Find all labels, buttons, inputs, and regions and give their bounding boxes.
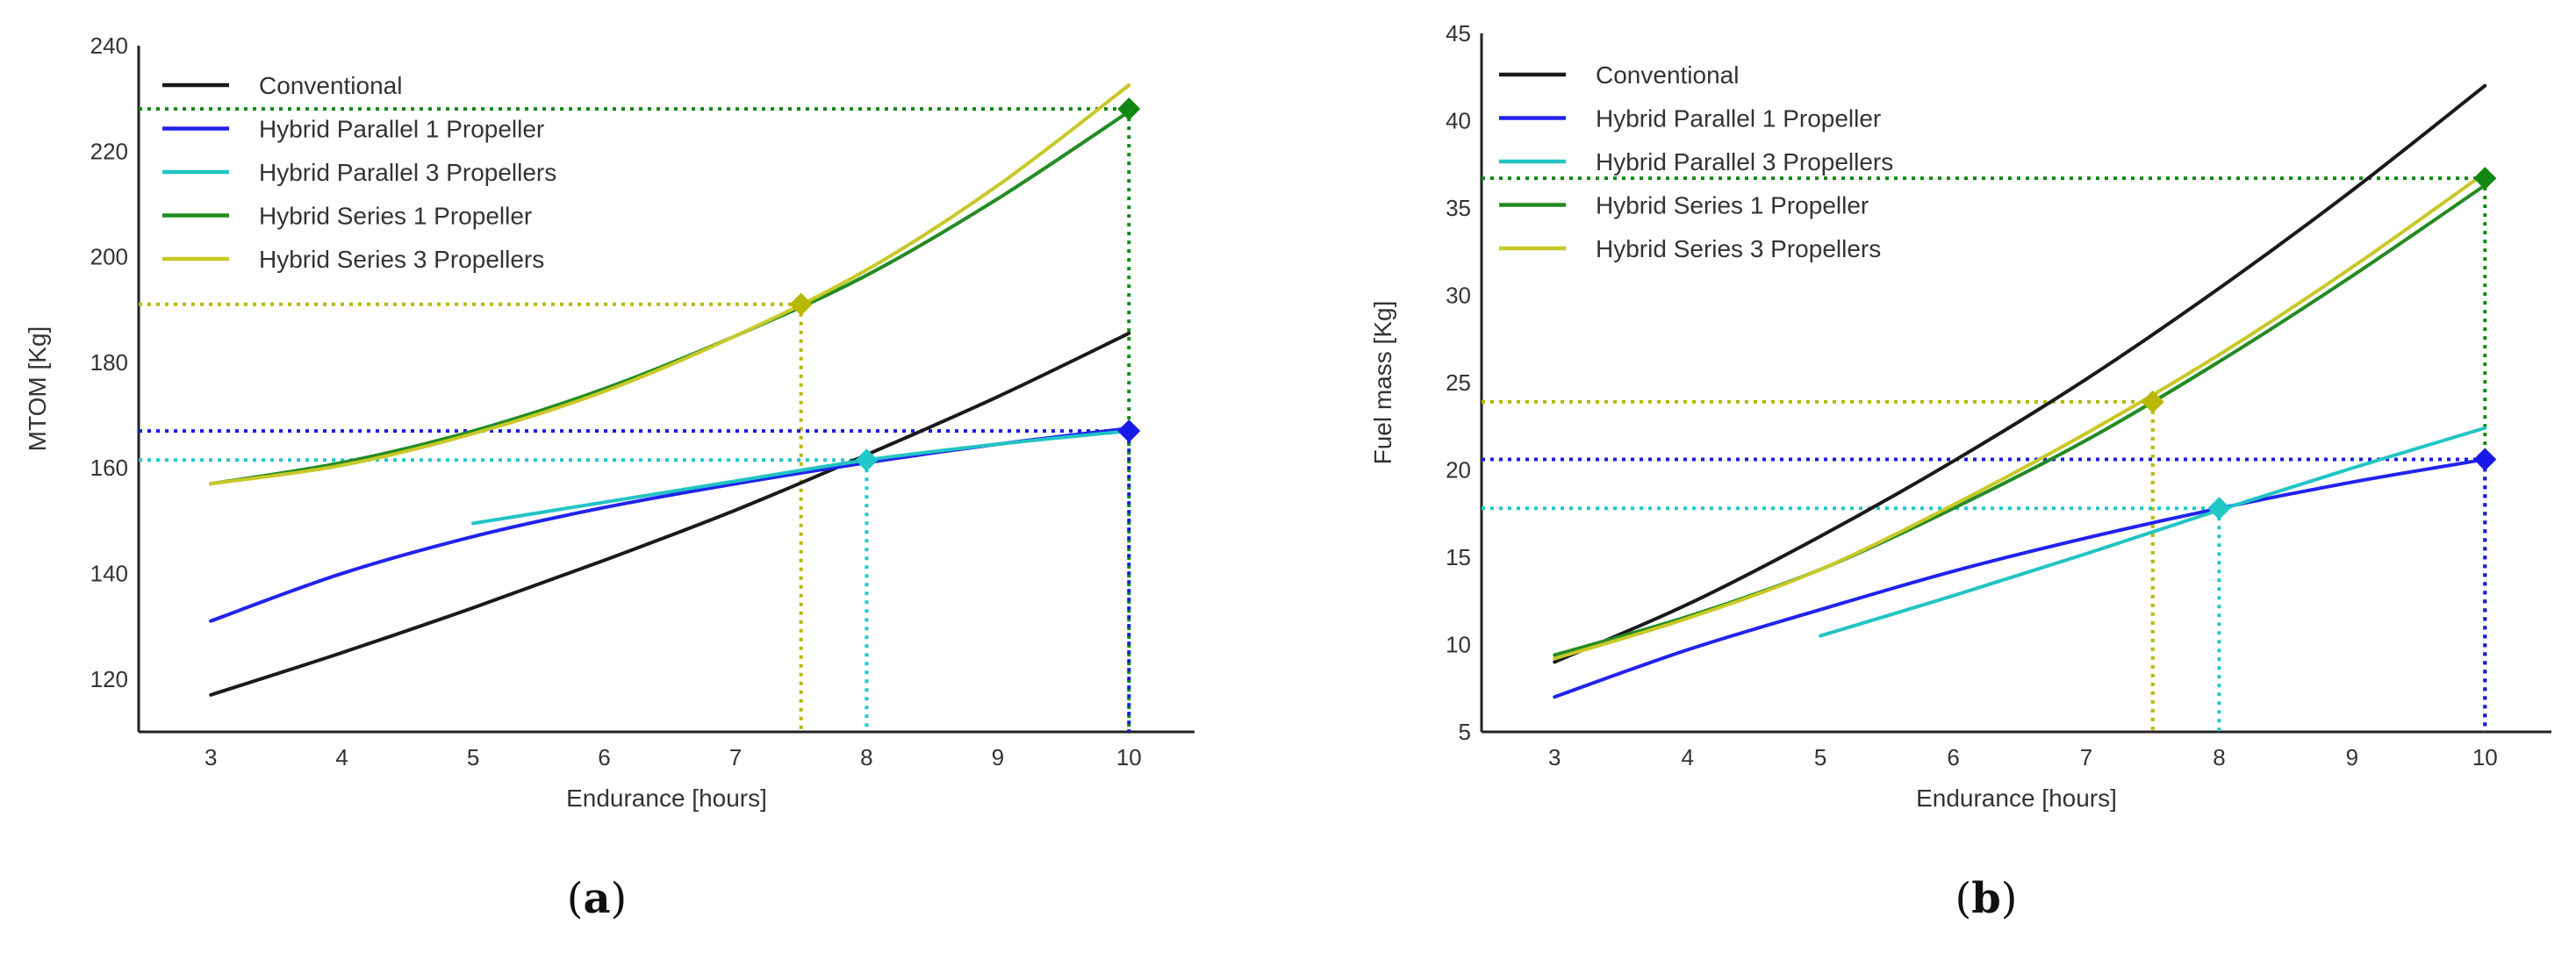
series-line-hybrid-parallel-3-propellers [1819, 426, 2487, 638]
series-line-hybrid-parallel-1-propeller [1553, 457, 2487, 699]
y-tick-label: 15 [1446, 544, 1471, 570]
legend: Conventional Hybrid Parallel 1 Propeller H… [1499, 61, 1893, 262]
marker-hybrid-series-3-propellers [789, 292, 813, 316]
x-tick-label: 7 [2080, 744, 2092, 770]
series-line-hybrid-series-3-propellers [209, 83, 1131, 486]
legend-label-hybrid-parallel-3-propellers: Hybrid Parallel 3 Propellers [259, 159, 556, 186]
marker-hybrid-parallel-3-propellers [855, 448, 879, 472]
y-axis-label: Fuel mass [Kg] [1369, 301, 1396, 465]
x-tick-label: 10 [2472, 744, 2498, 770]
y-tick-label: 45 [1446, 20, 1471, 47]
y-tick-label: 180 [90, 349, 128, 376]
y-tick-label: 120 [90, 666, 128, 692]
x-tick-label: 10 [1116, 744, 1142, 770]
y-tick-label: 10 [1446, 632, 1471, 658]
y-tick-label: 220 [90, 138, 128, 164]
y-tick-label: 40 [1446, 108, 1471, 134]
y-tick-label: 35 [1446, 195, 1471, 221]
legend: Conventional Hybrid Parallel 1 Propeller H… [162, 72, 556, 273]
legend-label-conventional: Conventional [259, 72, 402, 99]
x-tick-label: 4 [1681, 744, 1693, 770]
y-tick-label: 140 [90, 561, 128, 587]
x-tick-label: 9 [992, 744, 1004, 770]
x-tick-label: 8 [2213, 744, 2225, 770]
marker-hybrid-series-1-propeller [1117, 97, 1141, 121]
x-tick-label: 6 [1947, 744, 1959, 770]
panel-label: (b) [1955, 874, 2017, 923]
x-axis-label: Endurance [hours] [566, 785, 767, 812]
y-tick-label: 30 [1446, 283, 1471, 309]
y-tick-label: 5 [1459, 719, 1471, 745]
legend-label-hybrid-parallel-1-propeller: Hybrid Parallel 1 Propeller [1596, 105, 1881, 133]
series-line-hybrid-series-3-propellers [1553, 171, 2487, 661]
x-tick-label: 4 [335, 744, 348, 770]
legend-label-conventional: Conventional [1596, 61, 1739, 89]
legend-label-hybrid-parallel-3-propellers: Hybrid Parallel 3 Propellers [1596, 148, 1893, 176]
marker-hybrid-parallel-1-propeller [2473, 448, 2497, 471]
x-tick-label: 9 [2346, 744, 2358, 770]
y-axis-label: MTOM [Kg] [24, 326, 51, 452]
marker-hybrid-series-3-propellers [2141, 390, 2164, 413]
x-tick-label: 5 [1814, 744, 1826, 770]
panel-label: (a) [567, 874, 628, 923]
y-tick-label: 240 [90, 32, 128, 59]
x-tick-label: 6 [598, 744, 610, 770]
series-line-hybrid-parallel-3-propellers [471, 429, 1131, 526]
legend-label-hybrid-series-1-propeller: Hybrid Series 1 Propeller [259, 203, 532, 230]
legend-label-hybrid-parallel-1-propeller: Hybrid Parallel 1 Propeller [259, 116, 544, 143]
x-axis-label: Endurance [hours] [1916, 785, 2117, 812]
marker-hybrid-parallel-3-propellers [2207, 497, 2231, 520]
marker-hybrid-parallel-1-propeller [1117, 419, 1141, 443]
panel-a: 3 4 5 6 7 8 9 10 120 140 160 180 200 220 240 Endurance … [24, 32, 1195, 923]
y-tick-label: 20 [1446, 457, 1471, 484]
x-tick-label: 5 [467, 744, 479, 770]
x-tick-label: 3 [205, 744, 217, 770]
x-tick-label: 8 [860, 744, 872, 770]
legend-label-hybrid-series-1-propeller: Hybrid Series 1 Propeller [1596, 192, 1869, 219]
x-tick-label: 3 [1548, 744, 1561, 770]
series-line-conventional [1553, 83, 2487, 664]
y-tick-label: 160 [90, 455, 128, 481]
y-tick-label: 200 [90, 244, 128, 270]
y-tick-label: 25 [1446, 369, 1471, 396]
series-line-hybrid-parallel-1-propeller [209, 426, 1131, 623]
x-tick-label: 7 [729, 744, 742, 770]
legend-label-hybrid-series-3-propellers: Hybrid Series 3 Propellers [259, 246, 544, 273]
marker-hybrid-series-1-propeller [2473, 167, 2497, 190]
series-line-conventional [209, 331, 1131, 697]
legend-label-hybrid-series-3-propellers: Hybrid Series 3 Propellers [1596, 235, 1881, 262]
